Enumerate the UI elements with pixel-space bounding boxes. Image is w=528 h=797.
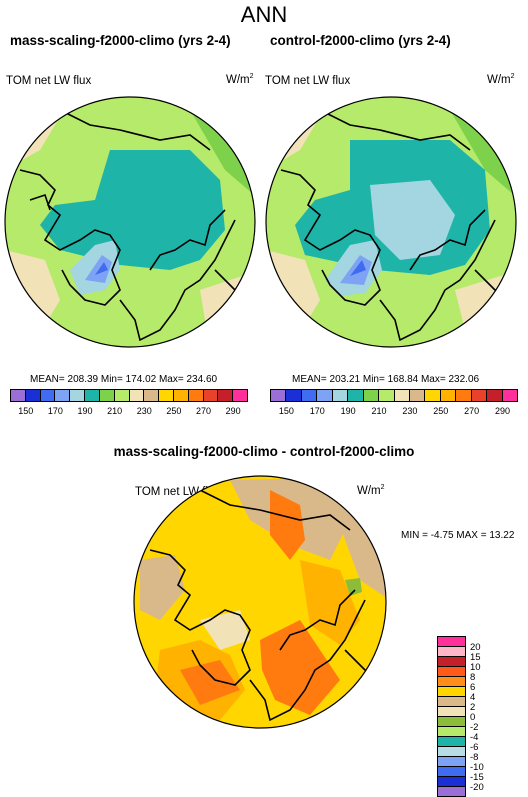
colorbar-tick-label: 250 bbox=[166, 406, 182, 416]
left-polar-map bbox=[4, 96, 256, 348]
diff-colorbar-tick-label: 15 bbox=[470, 652, 481, 663]
diff-colorbar-tick-label: 8 bbox=[470, 672, 476, 683]
colorbar-tick-label: 170 bbox=[309, 406, 325, 416]
colorbar-swatch bbox=[232, 389, 248, 402]
diff-colorbar-tick-label: 2 bbox=[470, 702, 476, 713]
colorbar-swatch bbox=[501, 389, 518, 402]
colorbar-tick-label: 190 bbox=[340, 406, 356, 416]
colorbar-tick-label: 210 bbox=[107, 406, 123, 416]
diff-colorbar-tick-label: 6 bbox=[470, 682, 476, 693]
left-variable-label: TOM net LW flux bbox=[6, 75, 92, 87]
difference-title: mass-scaling-f2000-climo - control-f2000… bbox=[113, 444, 415, 459]
diff-colorbar-tick-label: -10 bbox=[470, 762, 484, 773]
difference-polar-map bbox=[133, 475, 387, 729]
right-panel-title: control-f2000-climo (yrs 2-4) bbox=[270, 33, 451, 48]
diff-colorbar-tick-label: -6 bbox=[470, 742, 479, 753]
colorbar-tick-label: 270 bbox=[464, 406, 480, 416]
diff-colorbar-tick-label: -4 bbox=[470, 732, 479, 743]
colorbar-tick-label: 170 bbox=[47, 406, 63, 416]
colorbar-tick-label: 230 bbox=[402, 406, 418, 416]
left-colorbar-ticks: 150 170 190 210 230 250 270 290 bbox=[11, 406, 248, 418]
diff-colorbar bbox=[437, 636, 466, 797]
diff-colorbar-swatch bbox=[437, 786, 466, 797]
right-polar-map bbox=[265, 96, 517, 348]
colorbar-tick-label: 250 bbox=[433, 406, 449, 416]
diff-units-label: W/m2 bbox=[357, 484, 385, 497]
left-units-label: W/m2 bbox=[226, 73, 254, 86]
diff-colorbar-tick-label: 0 bbox=[470, 712, 476, 723]
diff-colorbar-tick-label: 4 bbox=[470, 692, 476, 703]
colorbar-tick-label: 190 bbox=[77, 406, 93, 416]
diff-colorbar-tick-label: -8 bbox=[470, 752, 479, 763]
diff-colorbar-tick-label: 10 bbox=[470, 662, 481, 673]
colorbar-tick-label: 270 bbox=[196, 406, 212, 416]
right-variable-label: TOM net LW flux bbox=[265, 75, 351, 87]
diff-colorbar-tick-label: -20 bbox=[470, 782, 484, 793]
diff-stats: MIN = -4.75 MAX = 13.22 bbox=[401, 530, 515, 541]
left-colorbar bbox=[10, 389, 248, 402]
colorbar-tick-label: 230 bbox=[136, 406, 152, 416]
left-panel-title: mass-scaling-f2000-climo (yrs 2-4) bbox=[10, 33, 231, 48]
colorbar-tick-label: 150 bbox=[18, 406, 34, 416]
left-stats: MEAN= 208.39 Min= 174.02 Max= 234.60 bbox=[30, 374, 218, 385]
figure-title: ANN bbox=[240, 2, 288, 27]
diff-colorbar-tick-label: -2 bbox=[470, 722, 479, 733]
colorbar-tick-label: 290 bbox=[495, 406, 511, 416]
colorbar-tick-label: 210 bbox=[371, 406, 387, 416]
right-colorbar bbox=[270, 389, 518, 402]
right-stats: MEAN= 203.21 Min= 168.84 Max= 232.06 bbox=[292, 374, 480, 385]
colorbar-tick-label: 290 bbox=[225, 406, 241, 416]
right-units-label: W/m2 bbox=[487, 73, 515, 86]
right-colorbar-ticks: 150 170 190 210 230 250 270 290 bbox=[271, 406, 518, 418]
colorbar-tick-label: 150 bbox=[278, 406, 294, 416]
diff-colorbar-tick-label: 20 bbox=[470, 642, 481, 653]
